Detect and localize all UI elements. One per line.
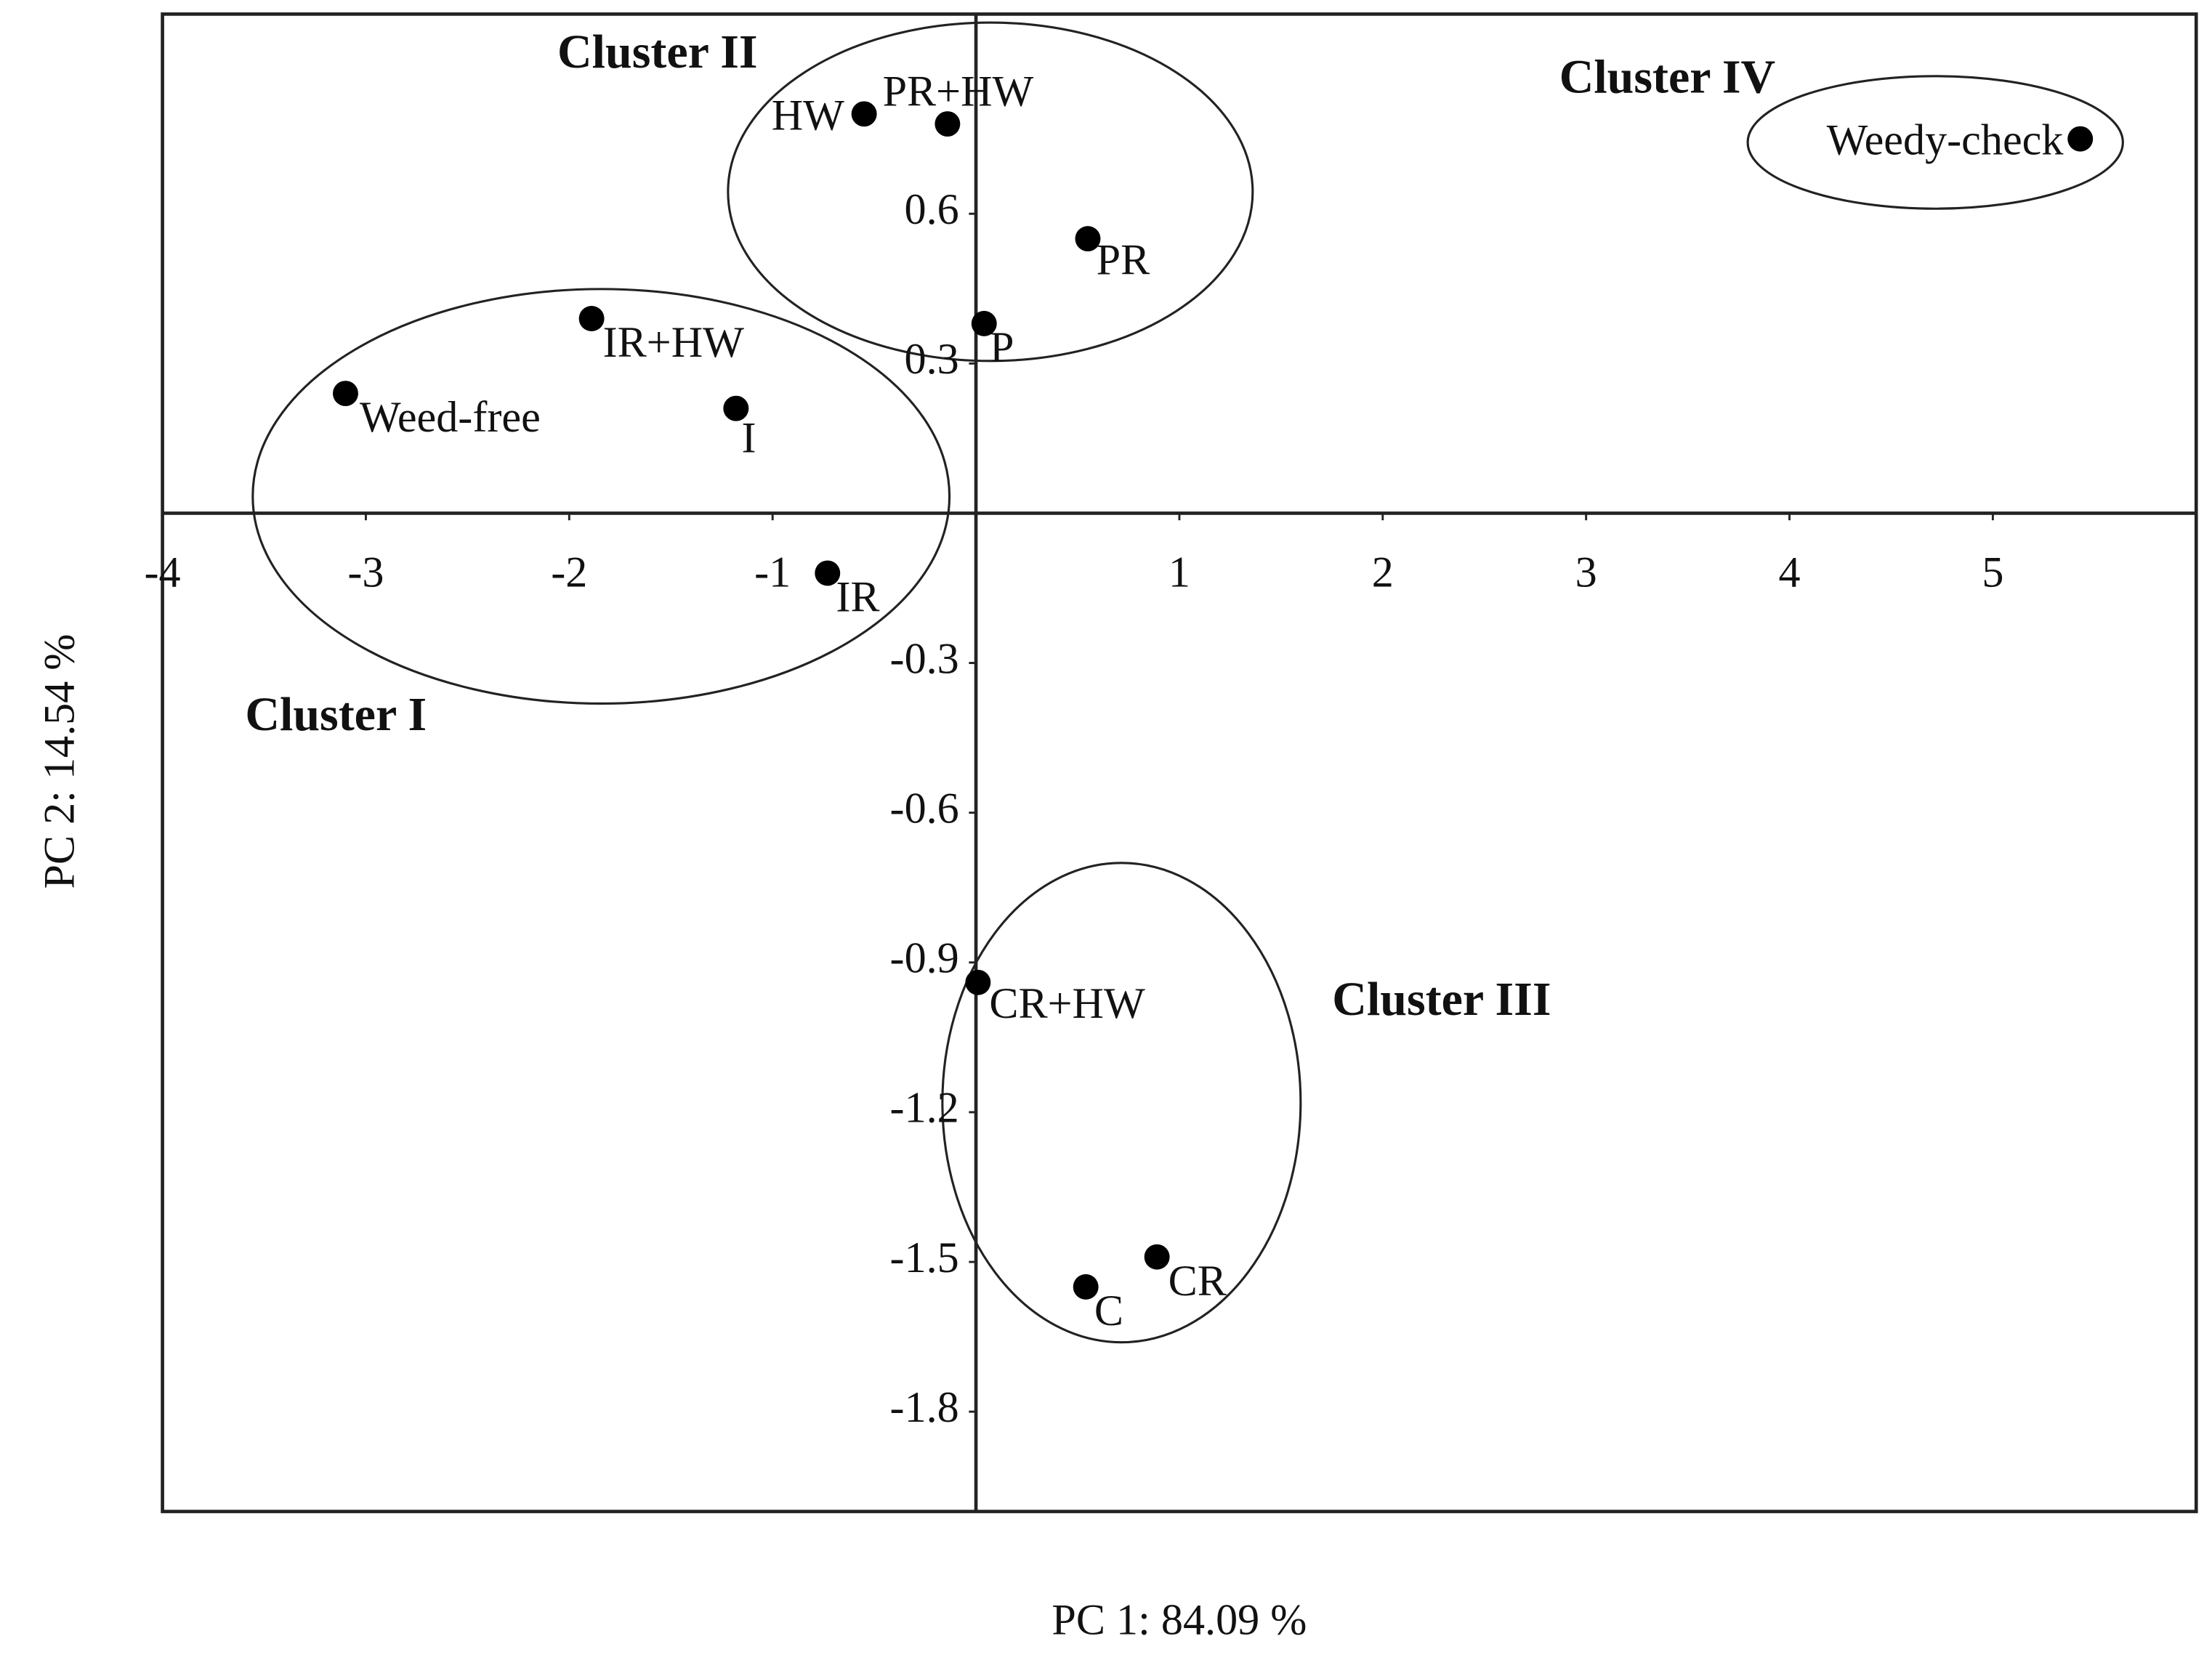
x-tick-label: 5 bbox=[1982, 548, 2003, 597]
y-tick-label: -0.9 bbox=[890, 934, 959, 983]
point-label: CR+HW bbox=[989, 979, 1145, 1028]
point bbox=[815, 560, 841, 586]
y-tick-label: -1.8 bbox=[890, 1383, 959, 1432]
cluster-label: Cluster IV bbox=[1559, 51, 1775, 104]
x-axis-label: PC 1: 84.09 % bbox=[1051, 1596, 1307, 1645]
point-label: Weed-free bbox=[360, 393, 541, 442]
cluster-ellipse bbox=[941, 862, 1302, 1344]
y-tick-label: -0.3 bbox=[890, 634, 959, 683]
y-tick-label: -1.5 bbox=[890, 1234, 959, 1282]
point-label: Weedy-check bbox=[1827, 116, 2064, 165]
x-tick-label: 4 bbox=[1778, 548, 1800, 597]
point-label: PR bbox=[1097, 235, 1150, 284]
cluster-label: Cluster I bbox=[245, 688, 427, 741]
cluster-label: Cluster III bbox=[1332, 973, 1551, 1026]
point bbox=[1075, 226, 1101, 252]
point-label: P bbox=[990, 323, 1014, 372]
point-label: CR bbox=[1168, 1257, 1227, 1305]
point-label: IR+HW bbox=[603, 318, 745, 367]
x-tick-label: -3 bbox=[347, 548, 384, 597]
y-tick-label: -0.6 bbox=[890, 785, 959, 833]
point bbox=[1073, 1274, 1099, 1300]
point bbox=[965, 969, 991, 995]
x-tick-label: 3 bbox=[1575, 548, 1597, 597]
x-tick-label: 1 bbox=[1168, 548, 1190, 597]
cluster-ellipse bbox=[1746, 75, 2124, 210]
x-tick-label: -4 bbox=[145, 548, 181, 597]
plot-frame bbox=[161, 12, 2198, 1513]
point bbox=[851, 101, 877, 127]
point-label: C bbox=[1094, 1287, 1123, 1335]
x-tick-label: 2 bbox=[1372, 548, 1394, 597]
cluster-ellipse bbox=[251, 288, 951, 705]
cluster-ellipse bbox=[727, 21, 1254, 363]
point bbox=[1144, 1244, 1170, 1270]
cluster-label: Cluster II bbox=[557, 25, 758, 78]
x-tick-label: -1 bbox=[754, 548, 791, 597]
y-tick-label: 0.6 bbox=[905, 185, 959, 234]
point bbox=[578, 306, 605, 331]
point bbox=[2067, 126, 2094, 152]
point-label: PR+HW bbox=[883, 68, 1034, 116]
y-tick-label: 0.3 bbox=[905, 335, 959, 384]
point bbox=[332, 381, 358, 407]
y-tick-label: -1.2 bbox=[890, 1084, 959, 1133]
point-label: IR bbox=[836, 573, 880, 622]
y-axis-label: PC 2: 14.54 % bbox=[36, 634, 84, 889]
point bbox=[935, 111, 961, 137]
point-label: I bbox=[742, 414, 756, 463]
point bbox=[723, 395, 749, 421]
point bbox=[971, 310, 997, 336]
point-label: HW bbox=[772, 91, 844, 139]
x-tick-label: -2 bbox=[551, 548, 587, 597]
